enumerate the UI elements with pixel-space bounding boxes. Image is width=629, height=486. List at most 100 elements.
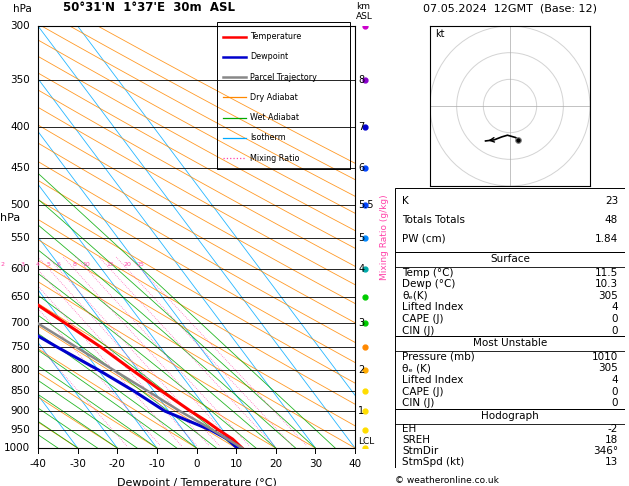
Bar — [395, 188, 625, 252]
Text: -30: -30 — [69, 459, 86, 469]
Text: Parcel Trajectory: Parcel Trajectory — [250, 72, 317, 82]
Text: 50°31'N  1°37'E  30m  ASL: 50°31'N 1°37'E 30m ASL — [63, 1, 235, 14]
Text: hPa: hPa — [0, 212, 20, 223]
Text: 6: 6 — [57, 262, 60, 267]
Text: Temp (°C): Temp (°C) — [402, 268, 454, 278]
Text: 40: 40 — [348, 459, 362, 469]
Text: 650: 650 — [10, 292, 30, 302]
Text: 07.05.2024  12GMT  (Base: 12): 07.05.2024 12GMT (Base: 12) — [423, 4, 597, 14]
Text: 5: 5 — [47, 262, 51, 267]
Text: 900: 900 — [11, 406, 30, 416]
Text: LCL: LCL — [358, 436, 374, 446]
Text: CAPE (J): CAPE (J) — [402, 387, 443, 397]
Text: 0: 0 — [611, 387, 618, 397]
Text: 20: 20 — [123, 262, 131, 267]
Text: StmDir: StmDir — [402, 447, 438, 456]
Text: 15: 15 — [106, 262, 114, 267]
Text: Dewpoint: Dewpoint — [250, 52, 289, 61]
Text: 23: 23 — [605, 196, 618, 207]
Text: 1010: 1010 — [592, 352, 618, 362]
Text: Dry Adiabat: Dry Adiabat — [250, 93, 298, 102]
Text: 5: 5 — [358, 233, 364, 243]
Text: 2: 2 — [358, 365, 364, 375]
Text: 1: 1 — [358, 406, 364, 416]
Text: 20: 20 — [269, 459, 282, 469]
Text: 2: 2 — [1, 262, 5, 267]
Text: 550: 550 — [10, 233, 30, 243]
Text: 346°: 346° — [593, 447, 618, 456]
Text: 500: 500 — [11, 200, 30, 210]
Text: -20: -20 — [109, 459, 126, 469]
Text: Lifted Index: Lifted Index — [402, 302, 464, 312]
Text: -10: -10 — [148, 459, 165, 469]
Text: SREH: SREH — [402, 435, 430, 445]
Text: 6: 6 — [358, 163, 364, 173]
Text: 3: 3 — [21, 262, 25, 267]
Text: θₑ (K): θₑ (K) — [402, 364, 431, 373]
Text: 305: 305 — [598, 364, 618, 373]
Text: PW (cm): PW (cm) — [402, 234, 445, 244]
Text: Totals Totals: Totals Totals — [402, 215, 465, 225]
Text: 25: 25 — [136, 262, 145, 267]
Text: StmSpd (kt): StmSpd (kt) — [402, 457, 464, 468]
Text: 300: 300 — [11, 21, 30, 31]
Text: 10.3: 10.3 — [595, 279, 618, 289]
Text: © weatheronline.co.uk: © weatheronline.co.uk — [395, 476, 499, 485]
Text: 0: 0 — [611, 314, 618, 324]
Text: CIN (J): CIN (J) — [402, 399, 434, 408]
Text: 8: 8 — [358, 75, 364, 85]
Text: 600: 600 — [11, 264, 30, 274]
Text: Mixing Ratio (g/kg): Mixing Ratio (g/kg) — [380, 194, 389, 280]
Text: 750: 750 — [10, 342, 30, 352]
Text: 3: 3 — [358, 318, 364, 328]
Text: 4: 4 — [611, 302, 618, 312]
Text: hPa: hPa — [13, 4, 31, 14]
Text: 350: 350 — [10, 75, 30, 85]
Bar — [217, 22, 350, 169]
Text: 0: 0 — [193, 459, 200, 469]
Text: Temperature: Temperature — [250, 32, 302, 41]
Bar — [395, 336, 625, 409]
Text: 4: 4 — [358, 264, 364, 274]
Text: Surface: Surface — [490, 254, 530, 264]
Text: Lifted Index: Lifted Index — [402, 375, 464, 385]
Text: 0: 0 — [611, 399, 618, 408]
Text: km
ASL: km ASL — [356, 2, 373, 21]
Text: 305: 305 — [598, 291, 618, 301]
Text: Isotherm: Isotherm — [250, 133, 286, 142]
Text: 18: 18 — [605, 435, 618, 445]
Text: 950: 950 — [10, 425, 30, 435]
Text: 1000: 1000 — [4, 443, 30, 453]
Text: 8: 8 — [72, 262, 76, 267]
Text: 0: 0 — [611, 326, 618, 336]
Text: 10: 10 — [83, 262, 91, 267]
Text: 850: 850 — [10, 386, 30, 396]
Text: CIN (J): CIN (J) — [402, 326, 434, 336]
Text: EH: EH — [402, 424, 416, 434]
Text: Most Unstable: Most Unstable — [473, 338, 547, 348]
Text: 800: 800 — [11, 365, 30, 375]
Text: 7: 7 — [358, 122, 364, 132]
Text: 700: 700 — [11, 318, 30, 328]
Text: 30: 30 — [309, 459, 322, 469]
Text: 1.84: 1.84 — [595, 234, 618, 244]
Text: Dewpoint / Temperature (°C): Dewpoint / Temperature (°C) — [116, 478, 276, 486]
Text: -2: -2 — [608, 424, 618, 434]
Bar — [395, 252, 625, 336]
Bar — [395, 409, 625, 468]
Text: 450: 450 — [10, 163, 30, 173]
Text: Hodograph: Hodograph — [481, 411, 539, 421]
Text: θₑ(K): θₑ(K) — [402, 291, 428, 301]
Text: 10: 10 — [230, 459, 243, 469]
Text: CAPE (J): CAPE (J) — [402, 314, 443, 324]
Text: Wet Adiabat: Wet Adiabat — [250, 113, 299, 122]
Text: 4: 4 — [35, 262, 39, 267]
Text: K: K — [402, 196, 409, 207]
Text: -40: -40 — [30, 459, 47, 469]
Text: 11.5: 11.5 — [595, 268, 618, 278]
Text: 4: 4 — [611, 375, 618, 385]
Text: Dewp (°C): Dewp (°C) — [402, 279, 455, 289]
Text: kt: kt — [435, 29, 445, 39]
Text: 48: 48 — [605, 215, 618, 225]
Text: Mixing Ratio: Mixing Ratio — [250, 154, 300, 163]
